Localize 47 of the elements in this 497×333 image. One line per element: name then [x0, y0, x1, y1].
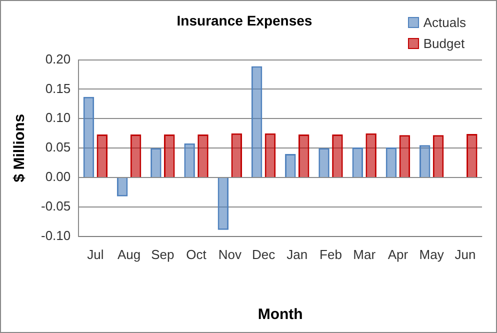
- bar: [318, 148, 330, 178]
- y-tick-label: 0.10: [45, 110, 71, 126]
- bar: [298, 134, 310, 178]
- bar: [231, 133, 242, 178]
- bar: [96, 134, 108, 178]
- chart-title: Insurance Expenses: [176, 12, 312, 28]
- bar: [83, 96, 94, 178]
- x-tick-label: Apr: [388, 246, 409, 262]
- x-tick-label: Oct: [186, 246, 207, 262]
- y-tick-label: 0.20: [45, 51, 71, 66]
- y-tick-label: 0.05: [45, 140, 71, 155]
- x-tick-label: Jun: [454, 246, 476, 262]
- bar: [184, 143, 195, 178]
- bar: [419, 145, 430, 178]
- x-axis-title: Month: [258, 306, 303, 324]
- legend-label: Budget: [423, 36, 465, 51]
- y-tick-label: -0.10: [40, 228, 71, 243]
- y-tick-label: -0.05: [40, 198, 71, 214]
- bar: [218, 178, 229, 230]
- bar: [164, 134, 175, 178]
- bar: [130, 134, 142, 178]
- bar: [264, 133, 276, 178]
- x-tick-label: Dec: [252, 246, 276, 262]
- bar: [399, 135, 410, 178]
- y-tick-label: 0.15: [45, 80, 71, 96]
- bar: [198, 134, 208, 178]
- bar: [432, 135, 444, 178]
- x-tick-label: Feb: [320, 246, 342, 262]
- bar: [352, 148, 364, 178]
- bar: [251, 66, 262, 178]
- bar: [332, 134, 343, 178]
- legend-label: Actuals: [423, 15, 466, 30]
- x-tick-label: Jan: [286, 246, 308, 262]
- x-tick-label: Mar: [353, 246, 376, 262]
- bar: [366, 133, 376, 178]
- y-axis-title: $ Millions: [11, 114, 28, 182]
- bar: [285, 154, 296, 178]
- x-tick-label: Jul: [87, 246, 104, 262]
- bar: [116, 178, 128, 196]
- bar: [150, 148, 162, 178]
- x-tick-label: Sep: [151, 246, 174, 262]
- bar: [466, 134, 478, 178]
- x-tick-label: Nov: [218, 246, 242, 262]
- y-tick-label: 0.00: [45, 169, 71, 184]
- bar: [386, 148, 397, 178]
- x-tick-label: May: [419, 246, 444, 262]
- x-tick-label: Aug: [117, 246, 141, 262]
